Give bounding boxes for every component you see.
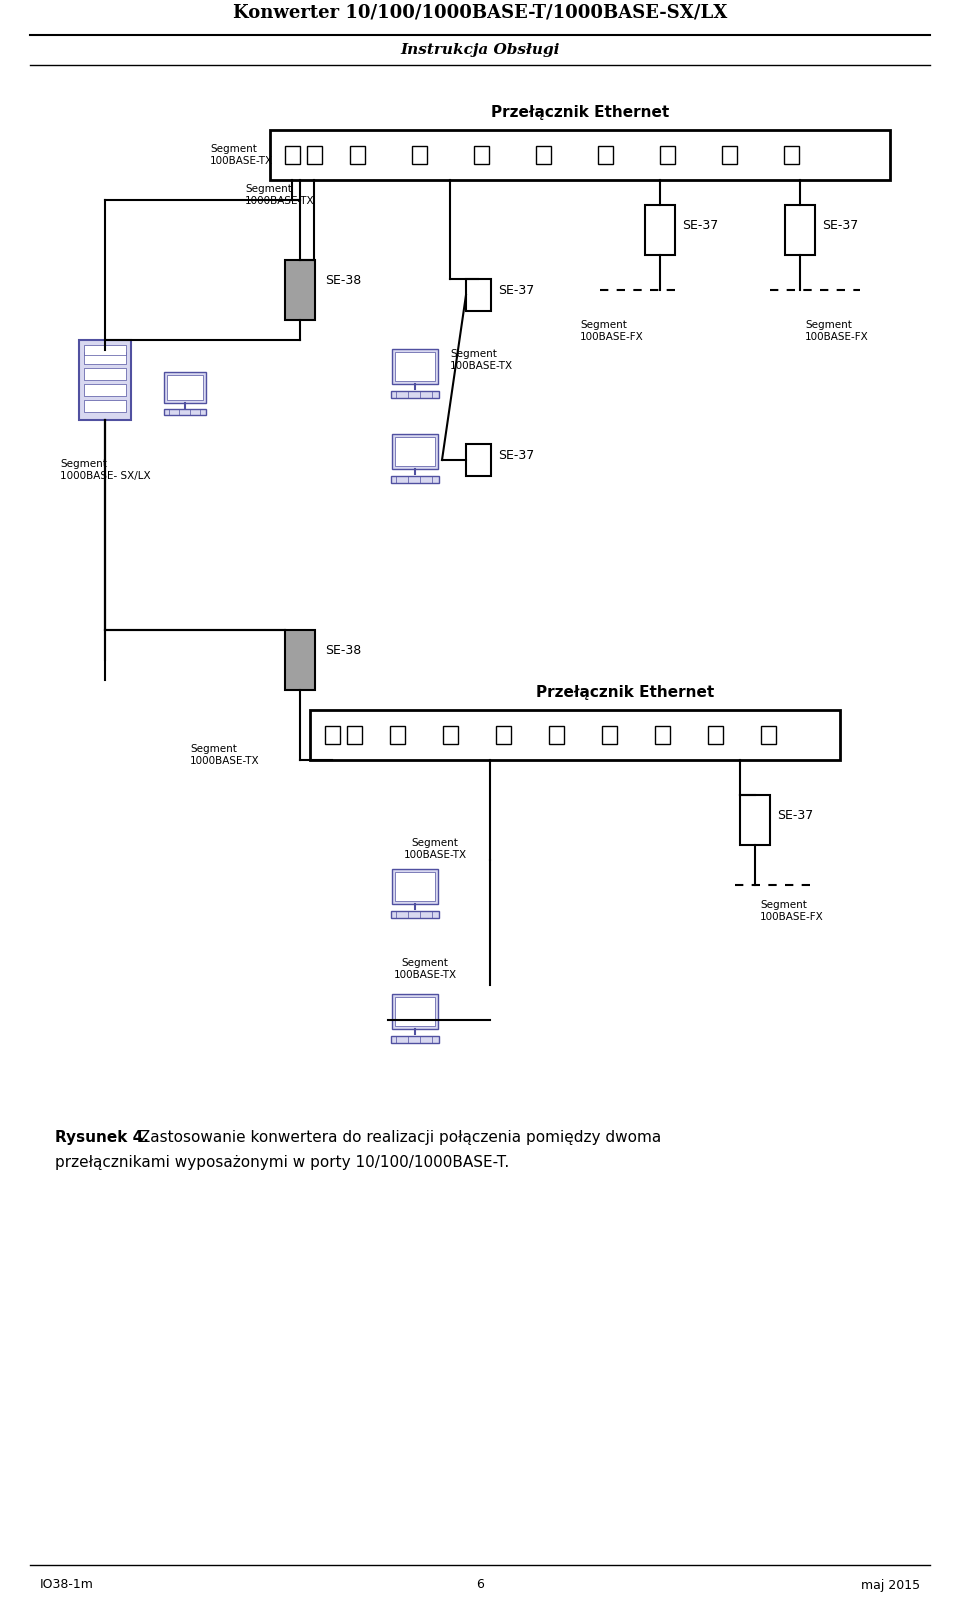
Text: SE-37: SE-37 [822,219,858,232]
Text: Segment
1000BASE- SX/LX: Segment 1000BASE- SX/LX [60,459,151,481]
Bar [602,726,617,743]
Bar [392,434,439,470]
Bar [392,911,439,919]
Bar [392,1036,439,1043]
Text: IO38-1m: IO38-1m [40,1578,94,1591]
Bar [79,339,131,420]
Bar [325,726,340,743]
Bar [655,726,670,743]
Text: Zastosowanie konwertera do realizacji połączenia pomiędzy dwoma: Zastosowanie konwertera do realizacji po… [135,1130,661,1146]
Bar [392,869,439,904]
Text: SE-37: SE-37 [682,219,718,232]
Bar [708,726,723,743]
Text: Segment
100BASE-FX: Segment 100BASE-FX [580,320,644,341]
Bar [395,352,435,381]
Bar [722,146,737,164]
Bar [761,726,776,743]
Text: maj 2015: maj 2015 [861,1578,920,1591]
Text: Segment
100BASE-FX: Segment 100BASE-FX [760,899,824,922]
Text: SE-38: SE-38 [325,644,361,656]
Text: Przełącznik Ethernet: Przełącznik Ethernet [491,105,669,121]
Bar [785,204,815,254]
Bar [285,146,300,164]
Bar [307,146,322,164]
Bar [412,146,427,164]
Bar [740,795,770,845]
Text: Segment
100BASE-TX: Segment 100BASE-TX [450,349,514,370]
Bar [285,631,315,690]
Text: Przełącznik Ethernet: Przełącznik Ethernet [536,685,714,700]
Text: przełącznikami wyposażonymi w porty 10/100/1000BASE-T.: przełącznikami wyposażonymi w porty 10/1… [55,1155,509,1170]
Bar [84,385,126,396]
Bar [310,710,840,759]
Bar [350,146,365,164]
Bar [84,352,126,364]
Text: Segment
1000BASE-TX: Segment 1000BASE-TX [190,745,259,766]
Bar [285,261,315,320]
Bar [395,872,435,901]
Bar [549,726,564,743]
Text: Rysunek 4.: Rysunek 4. [55,1130,149,1146]
Bar [466,278,491,311]
Text: Segment
100BASE-TX: Segment 100BASE-TX [394,959,457,980]
Text: Segment
100BASE-TX: Segment 100BASE-TX [210,145,274,166]
Bar [784,146,799,164]
Bar [347,726,362,743]
Text: SE-37: SE-37 [498,449,535,462]
Text: Segment
100BASE-TX: Segment 100BASE-TX [403,838,467,859]
Bar [392,391,439,397]
Bar [167,375,203,401]
Text: SE-37: SE-37 [498,283,535,296]
Bar [84,344,126,356]
Bar [164,372,205,404]
Bar [496,726,511,743]
Bar [443,726,458,743]
Text: Instrukcja Obsługi: Instrukcja Obsługi [400,43,560,56]
Bar [660,146,675,164]
Bar [392,994,439,1030]
Bar [474,146,489,164]
Bar [395,438,435,467]
Bar [392,476,439,483]
Bar [390,726,405,743]
Bar [84,401,126,412]
Bar [164,409,206,415]
Text: SE-37: SE-37 [777,808,813,822]
Text: SE-38: SE-38 [325,274,361,286]
Bar [84,368,126,380]
Bar [598,146,613,164]
Text: Segment
1000BASE-TX: Segment 1000BASE-TX [245,183,315,206]
Bar [536,146,551,164]
Bar [270,130,890,180]
Bar [392,349,439,385]
Text: Konwerter 10/100/1000BASE-T/1000BASE-SX/LX: Konwerter 10/100/1000BASE-T/1000BASE-SX/… [233,3,727,21]
Bar [395,998,435,1027]
Bar [466,444,491,476]
Bar [645,204,675,254]
Text: Segment
100BASE-FX: Segment 100BASE-FX [805,320,869,341]
Text: 6: 6 [476,1578,484,1591]
